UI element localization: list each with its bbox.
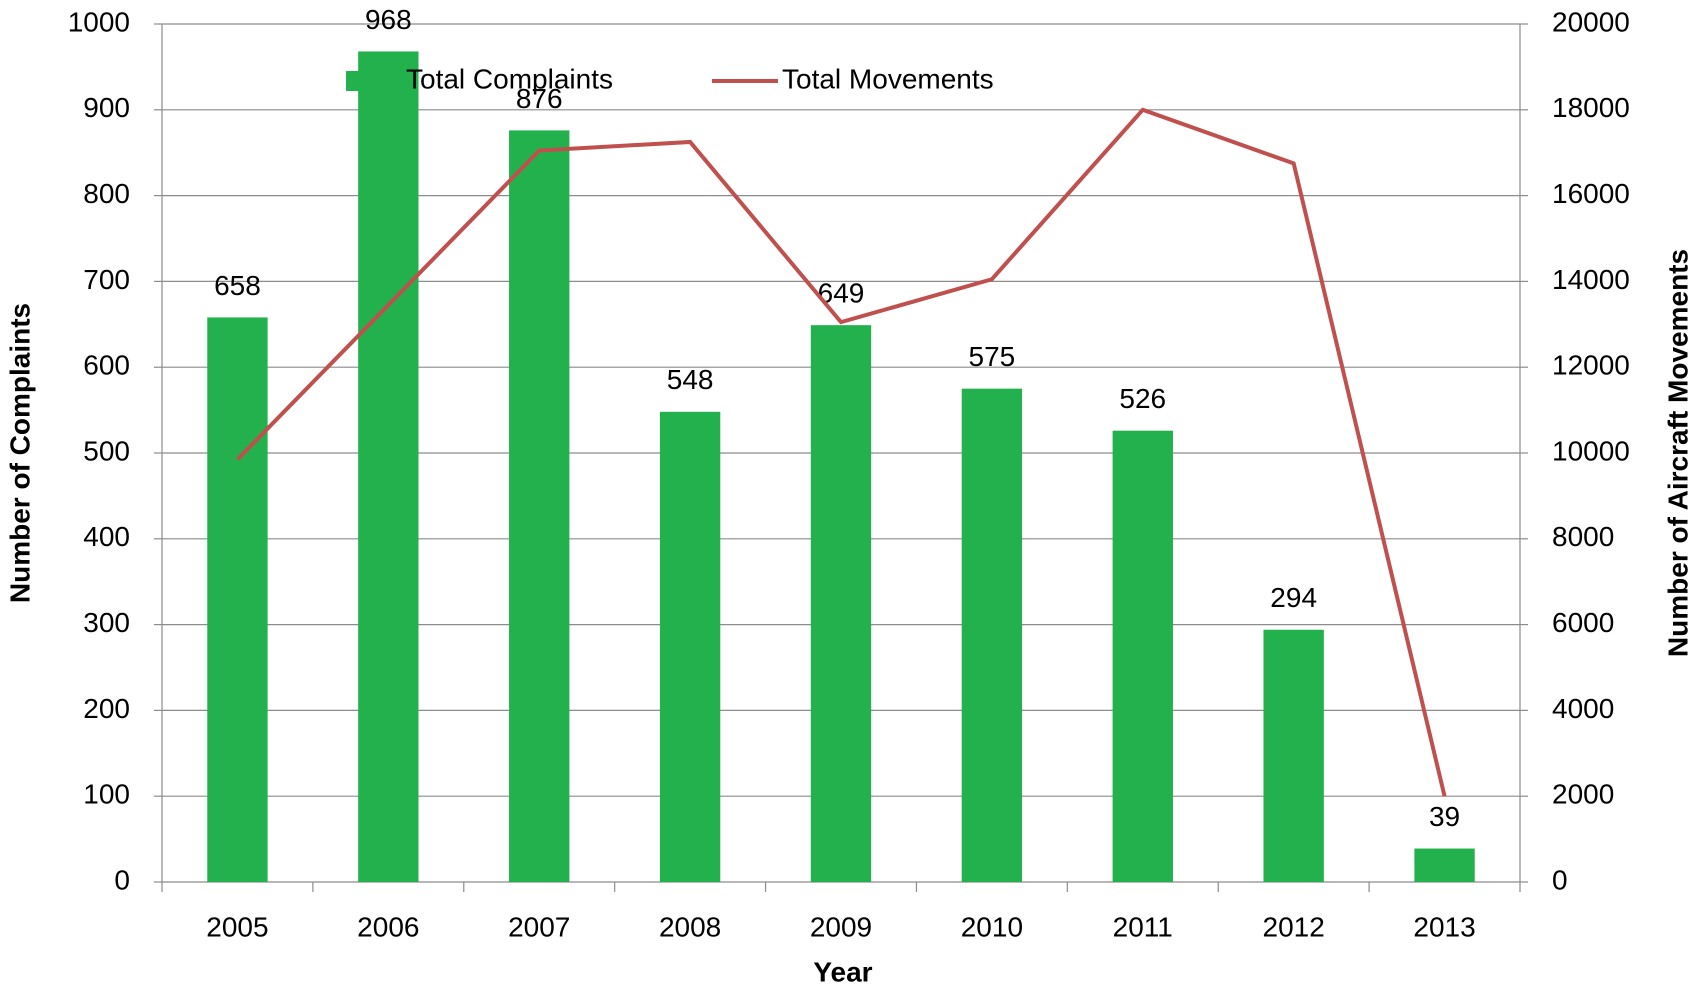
data-label: 39 (1429, 801, 1460, 832)
bar (659, 411, 721, 882)
y-tick-label: 400 (83, 521, 130, 552)
bar (1112, 430, 1173, 882)
legend-label: Total Movements (782, 63, 994, 94)
y2-tick-label: 8000 (1552, 521, 1614, 552)
y-tick-label: 600 (83, 350, 130, 381)
y2-tick-label: 16000 (1552, 178, 1630, 209)
data-label: 294 (1270, 582, 1317, 613)
x-tick-label: 2007 (508, 911, 570, 942)
y-axis-title: Number of Complaints (4, 303, 35, 603)
y-tick-label: 100 (83, 779, 130, 810)
bar (1263, 629, 1324, 882)
x-tick-label: 2006 (357, 911, 419, 942)
legend-label: Total Complaints (406, 63, 613, 94)
bar (810, 325, 872, 883)
y-tick-label: 200 (83, 693, 130, 724)
bar (961, 388, 1023, 882)
x-axis-title: Year (813, 956, 872, 987)
legend-swatch (346, 71, 366, 91)
y-tick-label: 700 (83, 264, 130, 295)
y-tick-label: 0 (114, 864, 130, 895)
y2-tick-label: 20000 (1552, 6, 1630, 37)
data-label: 876 (516, 83, 563, 114)
y2-tick-label: 6000 (1552, 607, 1614, 638)
bar (358, 51, 419, 883)
x-tick-label: 2013 (1413, 911, 1475, 942)
y2-tick-label: 12000 (1552, 350, 1630, 381)
y2-axis-title: Number of Aircraft Movements (1662, 249, 1693, 657)
data-label: 658 (214, 270, 261, 301)
y2-tick-label: 14000 (1552, 264, 1630, 295)
x-tick-label: 2009 (810, 911, 872, 942)
y2-tick-label: 18000 (1552, 92, 1630, 123)
y2-tick-label: 2000 (1552, 779, 1614, 810)
data-label: 526 (1119, 383, 1166, 414)
x-tick-label: 2005 (206, 911, 268, 942)
data-label: 548 (667, 364, 714, 395)
x-tick-label: 2011 (1113, 911, 1173, 942)
data-label: 575 (969, 341, 1016, 372)
y-tick-label: 300 (83, 607, 130, 638)
y2-tick-label: 4000 (1552, 693, 1614, 724)
data-label: 968 (365, 4, 412, 35)
bar (1414, 848, 1475, 882)
x-tick-label: 2012 (1263, 911, 1325, 942)
y2-tick-label: 10000 (1552, 435, 1630, 466)
y-tick-label: 500 (83, 435, 130, 466)
bar (207, 317, 268, 882)
x-tick-label: 2010 (961, 911, 1023, 942)
y2-tick-label: 0 (1552, 864, 1568, 895)
y-tick-label: 800 (83, 178, 130, 209)
y-tick-label: 900 (83, 92, 130, 123)
x-tick-label: 2008 (659, 911, 721, 942)
line (236, 107, 1447, 797)
bar (509, 130, 570, 883)
y-tick-label: 1000 (68, 6, 130, 37)
